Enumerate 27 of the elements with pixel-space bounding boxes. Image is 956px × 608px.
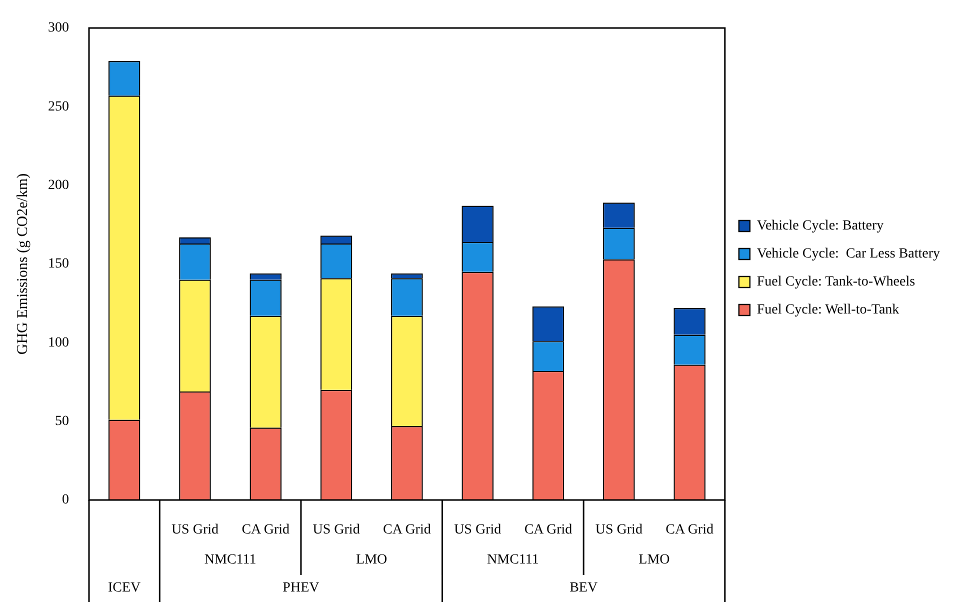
legend-label: Vehicle Cycle: Battery xyxy=(756,218,884,234)
text: ICEV xyxy=(108,580,141,596)
text: LMO xyxy=(638,552,670,568)
text: NMC111 xyxy=(487,552,539,568)
x-tick-label: US Grid xyxy=(454,522,502,538)
y-tick-label: 50 xyxy=(55,414,69,430)
y-tick-label: 250 xyxy=(48,99,69,114)
y-tick-label: 100 xyxy=(48,335,69,350)
x-tick-label: CA Grid xyxy=(242,522,290,538)
legend-label: Fuel Cycle: Well-to-Tank xyxy=(756,302,900,318)
x-tick-label: CA Grid xyxy=(666,522,714,538)
y-tick-label: 200 xyxy=(48,178,69,194)
x-tick-label: US Grid xyxy=(171,522,219,538)
x-tick-label: CA Grid xyxy=(383,522,431,538)
text: PHEV xyxy=(282,580,320,596)
y-tick-label: 0 xyxy=(62,492,69,508)
y-tick-label: 300 xyxy=(48,20,69,36)
text: LMO xyxy=(356,552,388,568)
legend-label: Vehicle Cycle: Car Less Battery xyxy=(756,246,940,262)
x-tick-label: US Grid xyxy=(312,522,360,538)
y-tick-label: 150 xyxy=(48,256,69,272)
y-axis-title: GHG Emissions (g CO2e/km) xyxy=(14,173,31,355)
text: BEV xyxy=(570,580,598,596)
text: NMC111 xyxy=(204,552,256,568)
legend-label: Fuel Cycle: Tank-to-Wheels xyxy=(756,274,916,290)
x-tick-label: US Grid xyxy=(595,522,642,538)
x-tick-label: CA Grid xyxy=(524,522,572,538)
